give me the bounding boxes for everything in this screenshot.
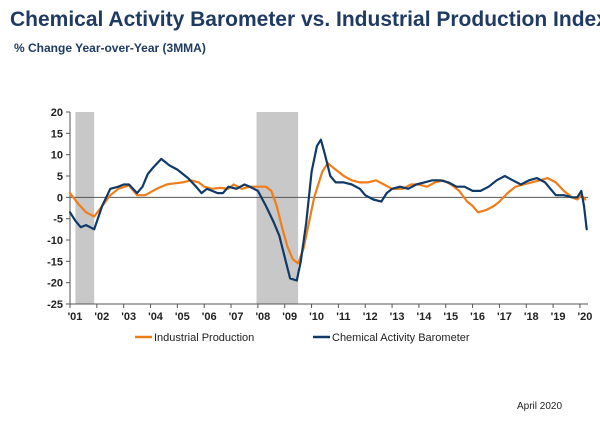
x-tick-label: '11 [336, 311, 350, 323]
y-tick-label: -15 [47, 256, 63, 268]
y-tick-label: 20 [51, 107, 63, 119]
x-tick-label: '01 [68, 311, 83, 323]
x-tick-label: '06 [202, 311, 217, 323]
x-tick-label: '09 [282, 311, 297, 323]
x-tick-label: '07 [229, 311, 244, 323]
y-tick-label: -10 [47, 235, 63, 247]
axes: 20 15 10 5 0 -5 -10 -15 -20 -25 '01 '02 '03 '04 '05 '06… [47, 107, 592, 323]
x-tick-label: '12 [363, 311, 378, 323]
x-tick-label: '05 [175, 311, 190, 323]
x-tick-label: '14 [416, 311, 432, 323]
report-date: April 2020 [517, 401, 563, 412]
y-tick-label: 15 [51, 128, 63, 140]
y-tick-label: 10 [51, 150, 63, 162]
x-tick-label: '18 [524, 311, 539, 323]
x-tick-label: '20 [578, 311, 593, 323]
recession-bands [75, 112, 299, 304]
legend: Industrial Production Chemical Activity … [135, 332, 470, 344]
x-tick-label: '17 [497, 311, 512, 323]
x-tick-label: '02 [94, 311, 109, 323]
legend-label-industrial-production: Industrial Production [154, 332, 254, 344]
series-lines [68, 138, 588, 282]
series-line-industrial-production [68, 162, 587, 265]
y-tick-label: 5 [57, 171, 63, 183]
y-tick-label: -5 [53, 214, 63, 226]
recession-band-1 [75, 112, 95, 304]
y-tick-label: 0 [57, 192, 63, 204]
x-tick-label: '03 [121, 311, 136, 323]
y-tick-label: -25 [47, 299, 63, 311]
x-tick-label: '04 [148, 311, 164, 323]
x-tick-label: '16 [470, 311, 485, 323]
series-line-chemical-activity-barometer [68, 138, 588, 282]
chart-subtitle: % Change Year-over-Year (3MMA) [14, 41, 206, 55]
x-tick-label: '15 [443, 311, 458, 323]
x-tick-label: '10 [309, 311, 324, 323]
x-tick-label: '13 [390, 311, 405, 323]
chart-title: Chemical Activity Barometer vs. Industri… [10, 8, 600, 31]
x-tick-label: '08 [255, 311, 270, 323]
y-tick-label: -20 [47, 278, 63, 290]
legend-label-chemical-activity-barometer: Chemical Activity Barometer [332, 332, 470, 344]
x-tick-label: '19 [551, 311, 566, 323]
